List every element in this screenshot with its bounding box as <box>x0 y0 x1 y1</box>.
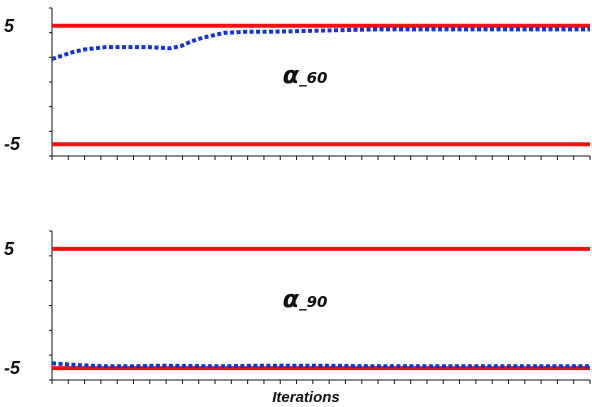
panel-label: α_60 <box>283 61 328 89</box>
trace-line-2 <box>51 361 590 369</box>
y-tick-label: 5 <box>4 239 15 259</box>
x-axis-label: Iterations <box>272 389 340 406</box>
panel-1: 5 -5 α_90 Iterations <box>4 230 591 406</box>
y-tick-label: 5 <box>4 16 15 36</box>
y-tick-label: -5 <box>4 134 21 154</box>
panel-0: 5 -5 α_60 <box>4 7 591 160</box>
trace-line-2 <box>51 27 590 61</box>
panel-label: α_90 <box>283 285 328 313</box>
y-tick-label: -5 <box>4 358 21 378</box>
